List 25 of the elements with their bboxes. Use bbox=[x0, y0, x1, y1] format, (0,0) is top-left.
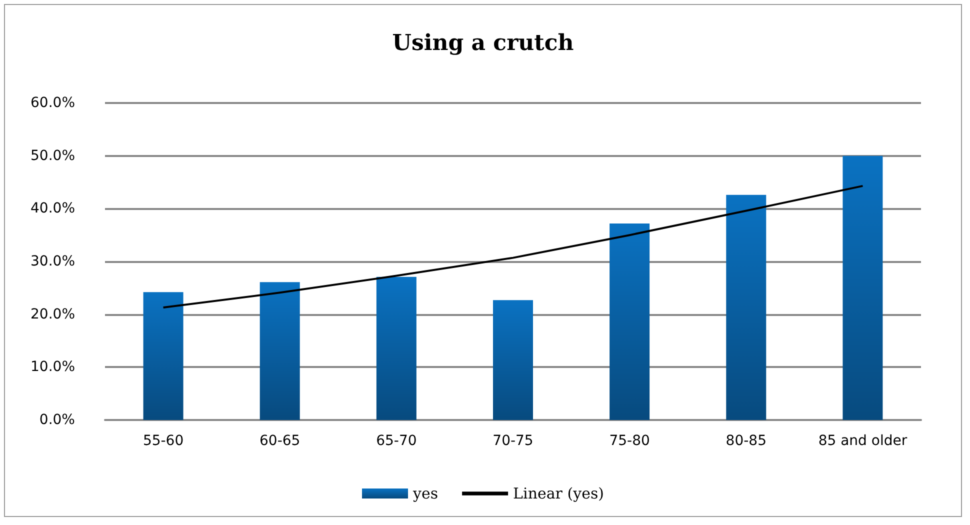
y-tick-label: 30.0% bbox=[30, 254, 75, 270]
bar bbox=[842, 156, 883, 420]
bar bbox=[726, 194, 766, 420]
bar bbox=[143, 292, 184, 420]
x-tick-label: 65-70 bbox=[376, 433, 417, 449]
bar bbox=[493, 300, 533, 420]
x-tick-label: 75-80 bbox=[609, 433, 650, 449]
y-tick-label: 10.0% bbox=[30, 359, 75, 376]
bar bbox=[260, 282, 300, 420]
y-tick-label: 40.0% bbox=[30, 200, 75, 217]
x-tick-label: 60-65 bbox=[260, 433, 300, 449]
x-tick-label: 70-75 bbox=[492, 433, 534, 449]
y-tick-label: 20.0% bbox=[30, 306, 75, 322]
bar bbox=[376, 276, 416, 420]
y-tick-label: 50.0% bbox=[30, 148, 75, 164]
chart-title: Using a crutch bbox=[392, 30, 574, 56]
x-tick-label: 85 and older bbox=[818, 433, 908, 449]
x-tick-label: 80-85 bbox=[726, 433, 766, 449]
x-tick-label: 55-60 bbox=[142, 433, 184, 449]
line-series bbox=[162, 184, 864, 308]
y-tick-label: 0.0% bbox=[39, 412, 75, 428]
y-tick-label: 60.0% bbox=[30, 95, 75, 111]
legend-label: yes bbox=[412, 484, 438, 502]
legend-label: Linear (yes) bbox=[513, 484, 604, 502]
bar bbox=[610, 223, 650, 420]
